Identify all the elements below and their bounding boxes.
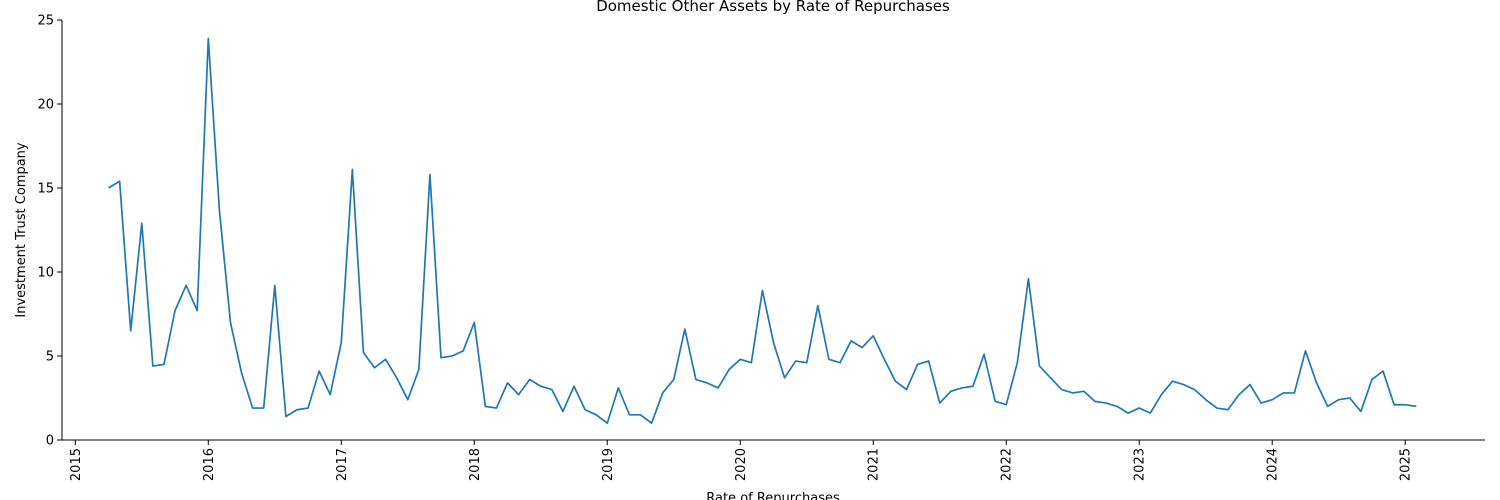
x-axis-ticks: 2015 2016 2017 2018 2019 2020 2021 2022 2023 2024…: [69, 440, 1414, 481]
chart-title: Domestic Other Assets by Rate of Repurch…: [596, 0, 950, 15]
x-tick-label: 2023: [1133, 448, 1148, 481]
x-tick-label: 2016: [202, 448, 217, 481]
y-tick-label: 0: [46, 434, 54, 449]
y-tick-label: 5: [46, 350, 54, 365]
series-line: [108, 37, 1417, 425]
x-axis-title: Rate of Repurchases: [706, 491, 840, 500]
x-tick-label: 2017: [335, 448, 350, 481]
x-tick-label: 2025: [1399, 448, 1414, 481]
x-tick-label: 2015: [69, 448, 84, 481]
x-tick-label: 2024: [1266, 448, 1281, 481]
y-tick-label: 25: [37, 14, 54, 29]
y-tick-label: 15: [37, 182, 54, 197]
x-tick-label: 2022: [1000, 448, 1015, 481]
y-tick-label: 10: [37, 266, 54, 281]
y-tick-label: 20: [37, 98, 54, 113]
x-tick-label: 2018: [468, 448, 483, 481]
x-tick-label: 2021: [867, 448, 882, 481]
y-axis-title: Investment Trust Company: [14, 142, 29, 318]
x-tick-label: 2020: [734, 448, 749, 481]
x-tick-label: 2019: [601, 448, 616, 481]
y-axis-ticks: 0 5 10 15 20 25: [37, 14, 62, 449]
